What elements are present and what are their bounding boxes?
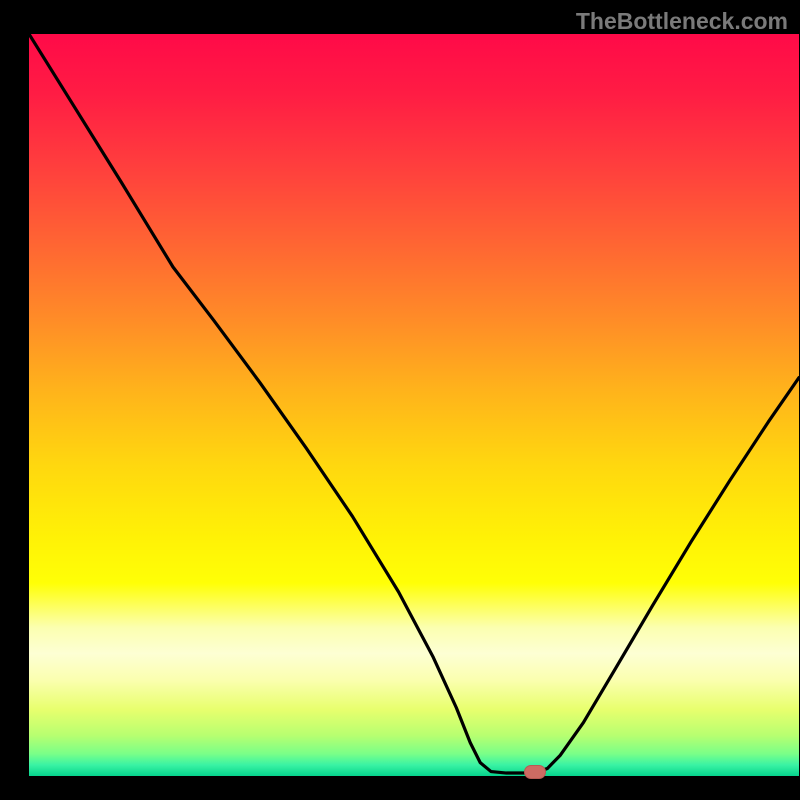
watermark-text: TheBottleneck.com: [576, 8, 788, 35]
optimal-point-marker: [524, 765, 546, 779]
plot-area: [29, 34, 799, 776]
bottleneck-chart: TheBottleneck.com: [0, 0, 800, 800]
curve-svg: [29, 34, 799, 776]
bottleneck-curve: [29, 34, 799, 773]
